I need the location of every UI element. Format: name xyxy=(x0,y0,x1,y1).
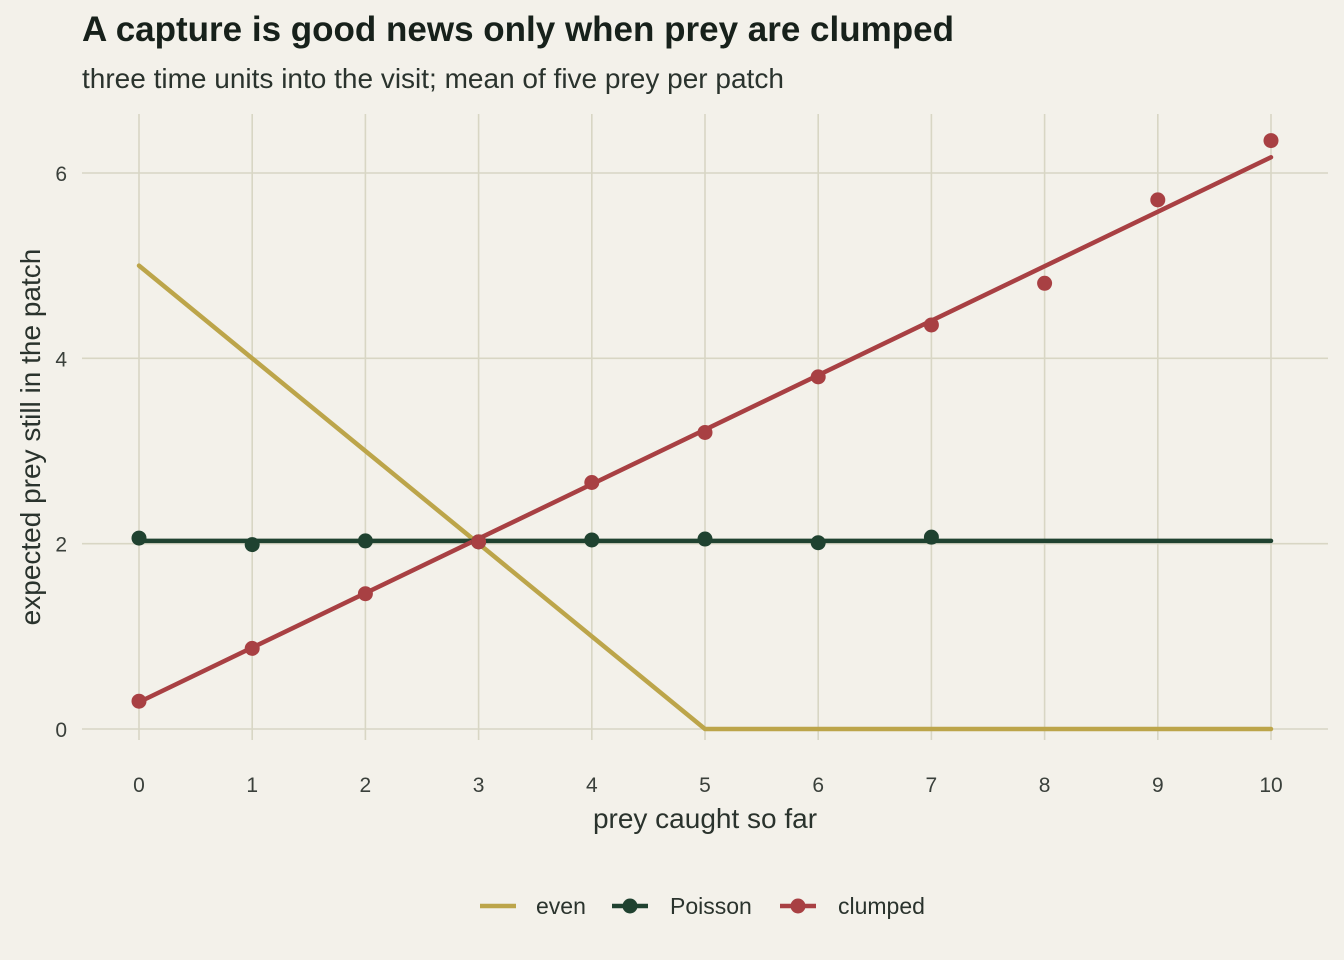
x-tick-labels: 0 1 2 3 4 5 6 7 8 9 10 xyxy=(133,774,1283,797)
legend-key-point xyxy=(790,898,806,914)
data-point-clumped xyxy=(471,534,487,550)
legend-label: clumped xyxy=(838,893,925,919)
y-tick-label: 6 xyxy=(55,163,67,186)
legend-item-poisson: Poisson xyxy=(612,893,752,919)
data-point-poisson xyxy=(810,535,826,551)
x-tick-label: 6 xyxy=(812,774,824,797)
data-point-poisson xyxy=(244,537,260,553)
data-point-clumped xyxy=(1150,192,1166,208)
y-tick-label: 2 xyxy=(55,534,67,557)
legend-item-even: even xyxy=(480,893,586,919)
data-point-clumped xyxy=(244,640,260,656)
legend: even Poisson clumped xyxy=(480,893,925,919)
data-point-poisson xyxy=(923,529,939,545)
x-tick-label: 9 xyxy=(1152,774,1164,797)
y-axis-title: expected prey still in the patch xyxy=(15,249,46,626)
x-tick-label: 1 xyxy=(246,774,258,797)
data-point-clumped xyxy=(131,693,147,709)
series-line-even xyxy=(136,263,1274,732)
y-tick-labels: 0 2 4 6 xyxy=(55,163,67,742)
legend-label: even xyxy=(536,893,586,919)
data-point-clumped xyxy=(810,369,826,385)
data-point-clumped xyxy=(923,317,939,333)
x-tick-label: 3 xyxy=(473,774,485,797)
data-point-clumped xyxy=(697,424,713,440)
chart-title: A capture is good news only when prey ar… xyxy=(82,10,954,49)
x-tick-label: 2 xyxy=(360,774,372,797)
x-axis-title: prey caught so far xyxy=(593,803,817,834)
series-points xyxy=(131,133,1279,709)
x-tick-label: 7 xyxy=(926,774,938,797)
x-tick-label: 5 xyxy=(699,774,711,797)
legend-key-point xyxy=(622,898,638,914)
x-tick-label: 0 xyxy=(133,774,145,797)
data-point-poisson xyxy=(131,530,147,546)
y-tick-label: 0 xyxy=(55,719,67,742)
x-tick-label: 10 xyxy=(1259,774,1282,797)
data-point-clumped xyxy=(584,475,600,491)
chart-subtitle: three time units into the visit; mean of… xyxy=(82,63,784,94)
legend-item-clumped: clumped xyxy=(780,893,925,919)
data-point-poisson xyxy=(357,533,373,549)
data-point-clumped xyxy=(1037,275,1053,291)
y-tick-label: 4 xyxy=(55,348,67,371)
x-tick-label: 8 xyxy=(1039,774,1051,797)
legend-label: Poisson xyxy=(670,893,752,919)
x-tick-label: 4 xyxy=(586,774,598,797)
data-point-clumped xyxy=(357,586,373,602)
data-point-clumped xyxy=(1263,133,1279,149)
data-point-poisson xyxy=(584,532,600,548)
data-point-poisson xyxy=(697,531,713,547)
